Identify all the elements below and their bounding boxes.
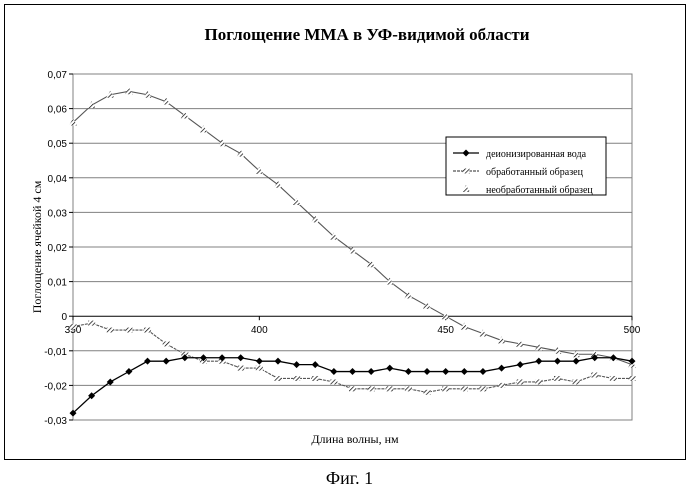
legend-label: необработанный образец xyxy=(486,185,593,196)
data-point xyxy=(517,379,524,384)
data-point xyxy=(629,376,636,381)
y-tick-label: -0,01 xyxy=(44,347,67,358)
data-point xyxy=(405,386,412,391)
data-point xyxy=(330,379,337,384)
data-point xyxy=(368,386,375,391)
data-point xyxy=(349,386,356,391)
data-point xyxy=(237,366,244,371)
data-point xyxy=(424,390,431,395)
data-point xyxy=(163,341,170,346)
data-point xyxy=(610,376,617,381)
y-tick-label: 0,01 xyxy=(48,278,68,289)
data-point xyxy=(591,373,598,378)
y-tick-label: 0,06 xyxy=(48,105,68,116)
data-point xyxy=(125,328,132,333)
data-point xyxy=(554,376,561,381)
legend-label: обработанный образец xyxy=(486,167,584,178)
data-point xyxy=(256,366,263,371)
y-tick-label: 0,02 xyxy=(48,243,68,254)
data-point xyxy=(386,386,393,391)
x-tick-label: 400 xyxy=(251,325,268,336)
legend-label: деионизированная вода xyxy=(486,149,587,160)
y-tick-label: 0 xyxy=(61,312,67,323)
data-point xyxy=(293,376,300,381)
data-point xyxy=(498,383,505,388)
data-point xyxy=(573,379,580,384)
y-tick-label: 0,04 xyxy=(48,174,68,185)
chart-title: Поглощение ММА в УФ-видимой области xyxy=(204,25,529,44)
y-tick-label: 0,05 xyxy=(48,139,68,150)
y-tick-label: 0,03 xyxy=(48,208,68,219)
data-point xyxy=(274,376,281,381)
data-point xyxy=(144,328,151,333)
y-tick-label: -0,03 xyxy=(44,416,67,427)
data-point xyxy=(461,386,468,391)
chart-svg: Поглощение ММА в УФ-видимой области -0,0… xyxy=(5,5,685,459)
data-point xyxy=(107,328,114,333)
data-point xyxy=(479,386,486,391)
data-point xyxy=(70,324,77,329)
x-axis-label: Длина волны, нм xyxy=(311,432,399,446)
y-tick-label: -0,02 xyxy=(44,381,67,392)
x-tick-label: 500 xyxy=(624,325,641,336)
data-point xyxy=(88,321,95,326)
x-tick-label: 450 xyxy=(437,325,454,336)
y-axis-label: Поглощение ячейкой 4 см xyxy=(30,180,44,313)
data-point xyxy=(535,379,542,384)
chart-frame: Поглощение ММА в УФ-видимой области -0,0… xyxy=(4,4,686,460)
data-point xyxy=(463,169,470,174)
figure-caption: Фиг. 1 xyxy=(0,468,699,489)
legend: деионизированная вода обработанный образе… xyxy=(446,137,606,196)
data-point xyxy=(442,386,449,391)
y-axis-ticks: -0,03 -0,02 -0,01 0 0,01 0,02 0,03 0,04 0,05 0,06… xyxy=(44,70,73,427)
data-point xyxy=(312,376,319,381)
y-tick-label: 0,07 xyxy=(48,70,68,81)
